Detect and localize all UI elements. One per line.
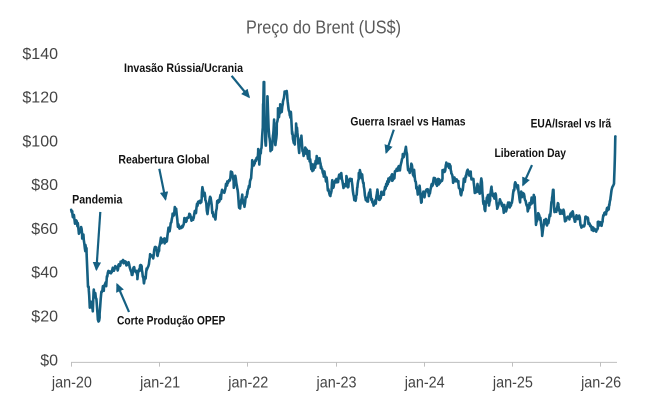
svg-text:$140: $140 xyxy=(22,46,58,63)
svg-text:Liberation Day: Liberation Day xyxy=(495,148,567,160)
svg-text:jan-21: jan-21 xyxy=(139,374,180,391)
svg-text:jan-25: jan-25 xyxy=(492,374,533,391)
svg-text:jan-20: jan-20 xyxy=(51,374,92,391)
svg-text:Pandemia: Pandemia xyxy=(72,195,123,207)
svg-text:Guerra Israel vs Hamas: Guerra Israel vs Hamas xyxy=(350,116,465,128)
svg-text:$20: $20 xyxy=(31,309,58,326)
svg-text:jan-26: jan-26 xyxy=(580,374,621,391)
svg-text:$60: $60 xyxy=(31,221,58,238)
svg-text:Invasão Rússia/Ucrania: Invasão Rússia/Ucrania xyxy=(124,63,244,75)
svg-text:$120: $120 xyxy=(22,90,58,107)
svg-text:Preço do Brent (US$): Preço do Brent (US$) xyxy=(246,18,401,38)
svg-text:$100: $100 xyxy=(22,133,58,150)
svg-text:jan-22: jan-22 xyxy=(227,374,268,391)
svg-text:Reabertura Global: Reabertura Global xyxy=(118,155,209,167)
svg-text:$0: $0 xyxy=(40,352,58,369)
svg-text:Corte Produção OPEP: Corte Produção OPEP xyxy=(117,316,226,328)
svg-text:$40: $40 xyxy=(31,265,58,282)
svg-text:jan-24: jan-24 xyxy=(404,374,445,391)
svg-text:$80: $80 xyxy=(31,177,58,194)
svg-text:jan-23: jan-23 xyxy=(316,374,357,391)
svg-text:EUA/Israel vs Irã: EUA/Israel vs Irã xyxy=(531,118,612,130)
